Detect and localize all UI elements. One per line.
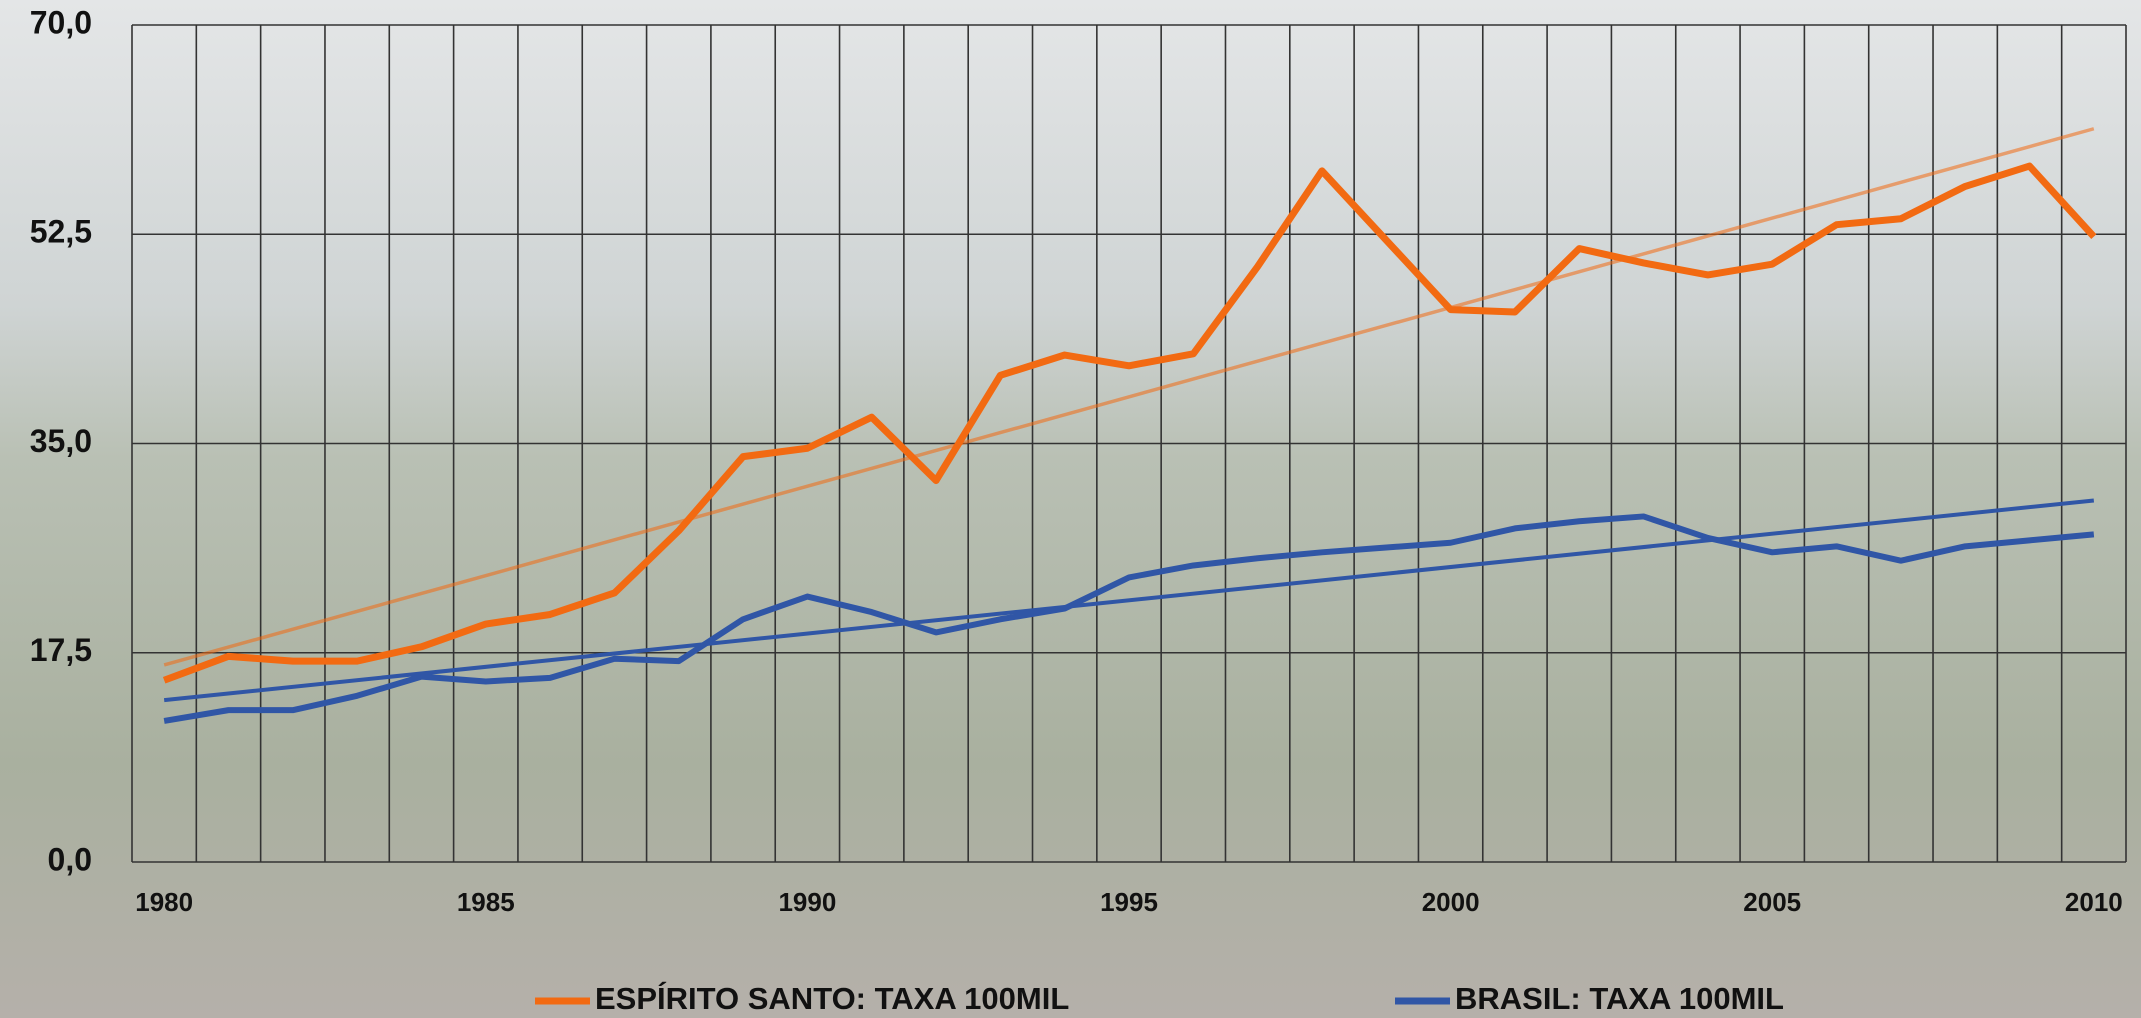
x-tick-label: 2000	[1422, 887, 1480, 917]
y-tick-label: 70,0	[30, 4, 92, 40]
series-line	[163, 513, 2095, 724]
x-tick-label: 1985	[457, 887, 515, 917]
x-tick-label: 1980	[135, 887, 193, 917]
legend-label: BRASIL: TAXA 100MIL	[1455, 981, 1784, 1016]
x-tick-label: 1990	[778, 887, 836, 917]
trend-line	[163, 127, 2095, 667]
x-tick-label: 1995	[1100, 887, 1158, 917]
x-tick-label: 2010	[2065, 887, 2123, 917]
series-line	[162, 162, 2097, 684]
y-tick-label: 52,5	[30, 214, 92, 250]
trend-line	[163, 498, 2095, 703]
x-tick-label: 2005	[1743, 887, 1801, 917]
y-tick-label: 0,0	[48, 841, 92, 877]
y-tick-label: 17,5	[30, 632, 92, 668]
legend-label: ESPÍRITO SANTO: TAXA 100MIL	[595, 981, 1069, 1016]
y-tick-label: 35,0	[30, 423, 92, 459]
